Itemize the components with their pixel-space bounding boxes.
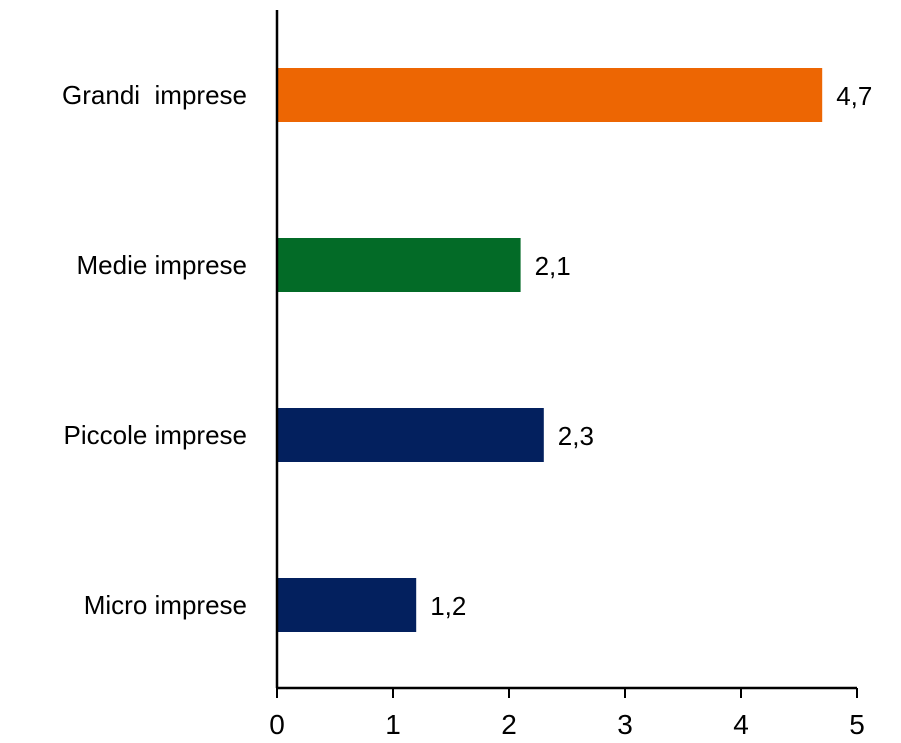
value-label-micro-imprese: 1,2 xyxy=(430,591,466,621)
category-label-micro-imprese: Micro imprese xyxy=(84,590,247,620)
category-label-medie-imprese: Medie imprese xyxy=(76,250,247,280)
value-labels: 4,7 2,1 2,3 1,2 xyxy=(430,81,872,621)
x-tick-label-5: 5 xyxy=(849,709,865,740)
category-labels: Grandi imprese Medie imprese Piccole impre… xyxy=(62,80,247,620)
x-axis-ticks: 0 1 2 3 4 5 xyxy=(269,688,865,740)
x-tick-label-1: 1 xyxy=(385,709,401,740)
category-label-piccole-imprese: Piccole imprese xyxy=(63,420,247,450)
category-label-grandi-imprese: Grandi imprese xyxy=(62,80,247,110)
value-label-piccole-imprese: 2,3 xyxy=(558,421,594,451)
bars-group xyxy=(277,68,823,632)
bar-piccole-imprese xyxy=(277,408,544,462)
bar-micro-imprese xyxy=(277,578,417,632)
x-tick-label-0: 0 xyxy=(269,709,285,740)
value-label-medie-imprese: 2,1 xyxy=(535,251,571,281)
bar-grandi-imprese xyxy=(277,68,823,122)
value-label-grandi-imprese: 4,7 xyxy=(836,81,872,111)
bar-medie-imprese xyxy=(277,238,521,292)
x-tick-label-2: 2 xyxy=(501,709,517,740)
x-tick-label-3: 3 xyxy=(617,709,633,740)
x-tick-label-4: 4 xyxy=(733,709,749,740)
